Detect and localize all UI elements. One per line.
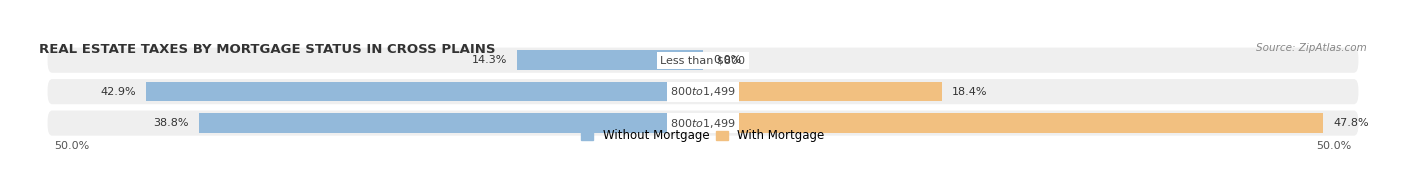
Text: Less than $800: Less than $800 <box>661 55 745 65</box>
Bar <box>517 51 703 70</box>
Text: 18.4%: 18.4% <box>952 87 987 97</box>
Text: 50.0%: 50.0% <box>53 141 90 151</box>
FancyBboxPatch shape <box>48 111 1358 136</box>
FancyBboxPatch shape <box>48 48 1358 73</box>
Text: 42.9%: 42.9% <box>100 87 136 97</box>
Text: REAL ESTATE TAXES BY MORTGAGE STATUS IN CROSS PLAINS: REAL ESTATE TAXES BY MORTGAGE STATUS IN … <box>39 43 495 56</box>
Text: 38.8%: 38.8% <box>153 118 188 128</box>
Bar <box>703 113 1323 133</box>
Text: Source: ZipAtlas.com: Source: ZipAtlas.com <box>1257 43 1367 53</box>
Text: 14.3%: 14.3% <box>471 55 508 65</box>
Text: 47.8%: 47.8% <box>1334 118 1369 128</box>
Bar <box>200 113 703 133</box>
Text: 50.0%: 50.0% <box>1316 141 1353 151</box>
Text: $800 to $1,499: $800 to $1,499 <box>671 117 735 130</box>
Text: $800 to $1,499: $800 to $1,499 <box>671 85 735 98</box>
Bar <box>703 82 942 101</box>
Bar <box>146 82 703 101</box>
Legend: Without Mortgage, With Mortgage: Without Mortgage, With Mortgage <box>581 129 825 142</box>
FancyBboxPatch shape <box>48 79 1358 104</box>
Text: 0.0%: 0.0% <box>713 55 741 65</box>
